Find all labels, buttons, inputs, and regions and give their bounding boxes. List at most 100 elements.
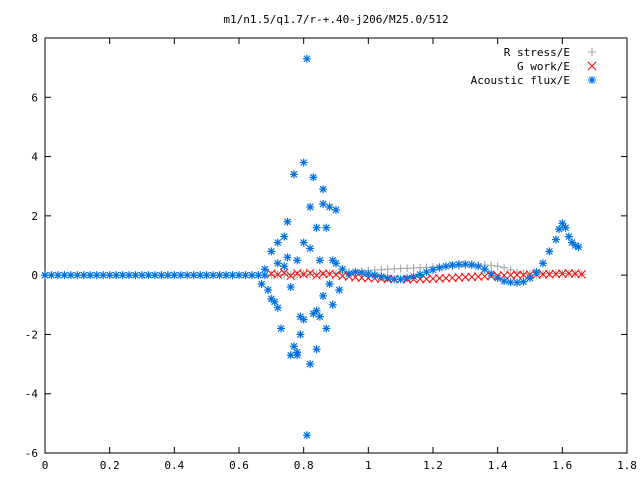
data-point <box>526 274 534 283</box>
data-point <box>289 342 298 351</box>
data-point <box>215 271 224 280</box>
data-point <box>299 315 308 324</box>
data-point <box>289 170 298 179</box>
data-point <box>377 272 386 281</box>
legend-marker <box>588 76 596 84</box>
data-point <box>312 271 321 280</box>
y-tick-label: 6 <box>31 91 38 104</box>
data-point <box>283 253 292 262</box>
data-point <box>325 280 334 289</box>
data-point <box>312 345 321 354</box>
ticks-layer: 0 0.2 0.4 0.6 0.8 1 1.2 1.4 1.6 1.8 -6 -4 -2 0 2 4 6 8 <box>25 32 637 472</box>
data-point <box>283 217 292 226</box>
data-point <box>480 265 489 274</box>
data-point <box>309 309 318 318</box>
data-point <box>390 275 399 284</box>
data-point <box>364 269 373 278</box>
data-point <box>545 247 554 256</box>
data-point <box>422 268 431 277</box>
data-point <box>296 330 305 339</box>
data-layer <box>41 54 587 440</box>
x-tick-label: 1.6 <box>552 459 572 472</box>
data-point <box>315 256 324 265</box>
data-point <box>286 283 295 291</box>
data-point <box>209 271 218 280</box>
data-point <box>196 271 205 280</box>
data-point <box>267 247 276 256</box>
data-point <box>302 431 311 440</box>
legend-marker <box>588 48 596 56</box>
data-point <box>293 270 302 279</box>
y-tick-label: 4 <box>31 151 38 164</box>
data-point <box>260 265 269 274</box>
data-point <box>267 294 276 303</box>
data-point <box>344 269 353 278</box>
data-point <box>273 270 283 279</box>
data-point <box>257 280 266 289</box>
y-tick-label: -4 <box>25 388 39 401</box>
data-point <box>454 273 464 282</box>
data-point <box>513 278 522 287</box>
axes-layer <box>44 37 628 454</box>
y-tick-label: 0 <box>31 269 38 282</box>
data-point <box>322 223 331 232</box>
data-point <box>428 274 438 284</box>
series-2 <box>41 54 583 440</box>
legend-marker <box>587 61 597 71</box>
data-point <box>309 173 318 182</box>
data-point <box>474 262 483 271</box>
data-point <box>176 271 185 280</box>
y-tick-label: -6 <box>25 447 38 460</box>
data-point <box>286 271 296 281</box>
data-point <box>487 269 496 278</box>
data-point <box>506 270 515 280</box>
data-point <box>545 269 554 279</box>
data-point <box>322 324 331 333</box>
data-point <box>273 303 282 312</box>
data-point <box>557 269 567 279</box>
data-point <box>538 259 547 268</box>
data-point <box>312 269 321 278</box>
data-point <box>555 225 564 234</box>
data-point <box>163 271 172 280</box>
data-point <box>577 269 587 279</box>
data-point <box>318 269 328 279</box>
data-point <box>500 263 509 272</box>
legend-label: G work/E <box>517 60 570 73</box>
data-point <box>99 271 108 280</box>
data-point <box>338 265 347 274</box>
data-point <box>306 360 315 369</box>
data-point <box>441 273 451 283</box>
data-point <box>396 275 405 284</box>
x-tick-label: 0.4 <box>164 459 184 472</box>
data-point <box>416 270 425 279</box>
y-tick-label: 8 <box>31 32 38 45</box>
data-point <box>532 268 541 277</box>
data-point <box>574 242 583 251</box>
data-point <box>409 272 418 281</box>
data-point <box>299 158 308 167</box>
data-point <box>306 202 315 211</box>
legend-label: Acoustic flux/E <box>471 74 570 87</box>
data-point <box>264 285 273 294</box>
data-point <box>305 268 315 278</box>
data-point <box>319 200 328 208</box>
data-point <box>383 274 392 283</box>
data-point <box>467 260 476 269</box>
data-point <box>441 262 450 271</box>
data-point <box>302 54 311 63</box>
data-point <box>454 260 463 269</box>
data-point <box>564 232 573 241</box>
legend-label: R stress/E <box>504 46 570 59</box>
data-point <box>47 271 56 280</box>
data-point <box>551 235 560 244</box>
data-point <box>500 277 509 286</box>
data-point <box>273 259 282 268</box>
x-tick-label: 0.2 <box>100 459 120 472</box>
data-point <box>519 277 528 286</box>
data-point <box>512 270 522 280</box>
data-point <box>293 351 302 360</box>
data-point <box>403 274 412 283</box>
